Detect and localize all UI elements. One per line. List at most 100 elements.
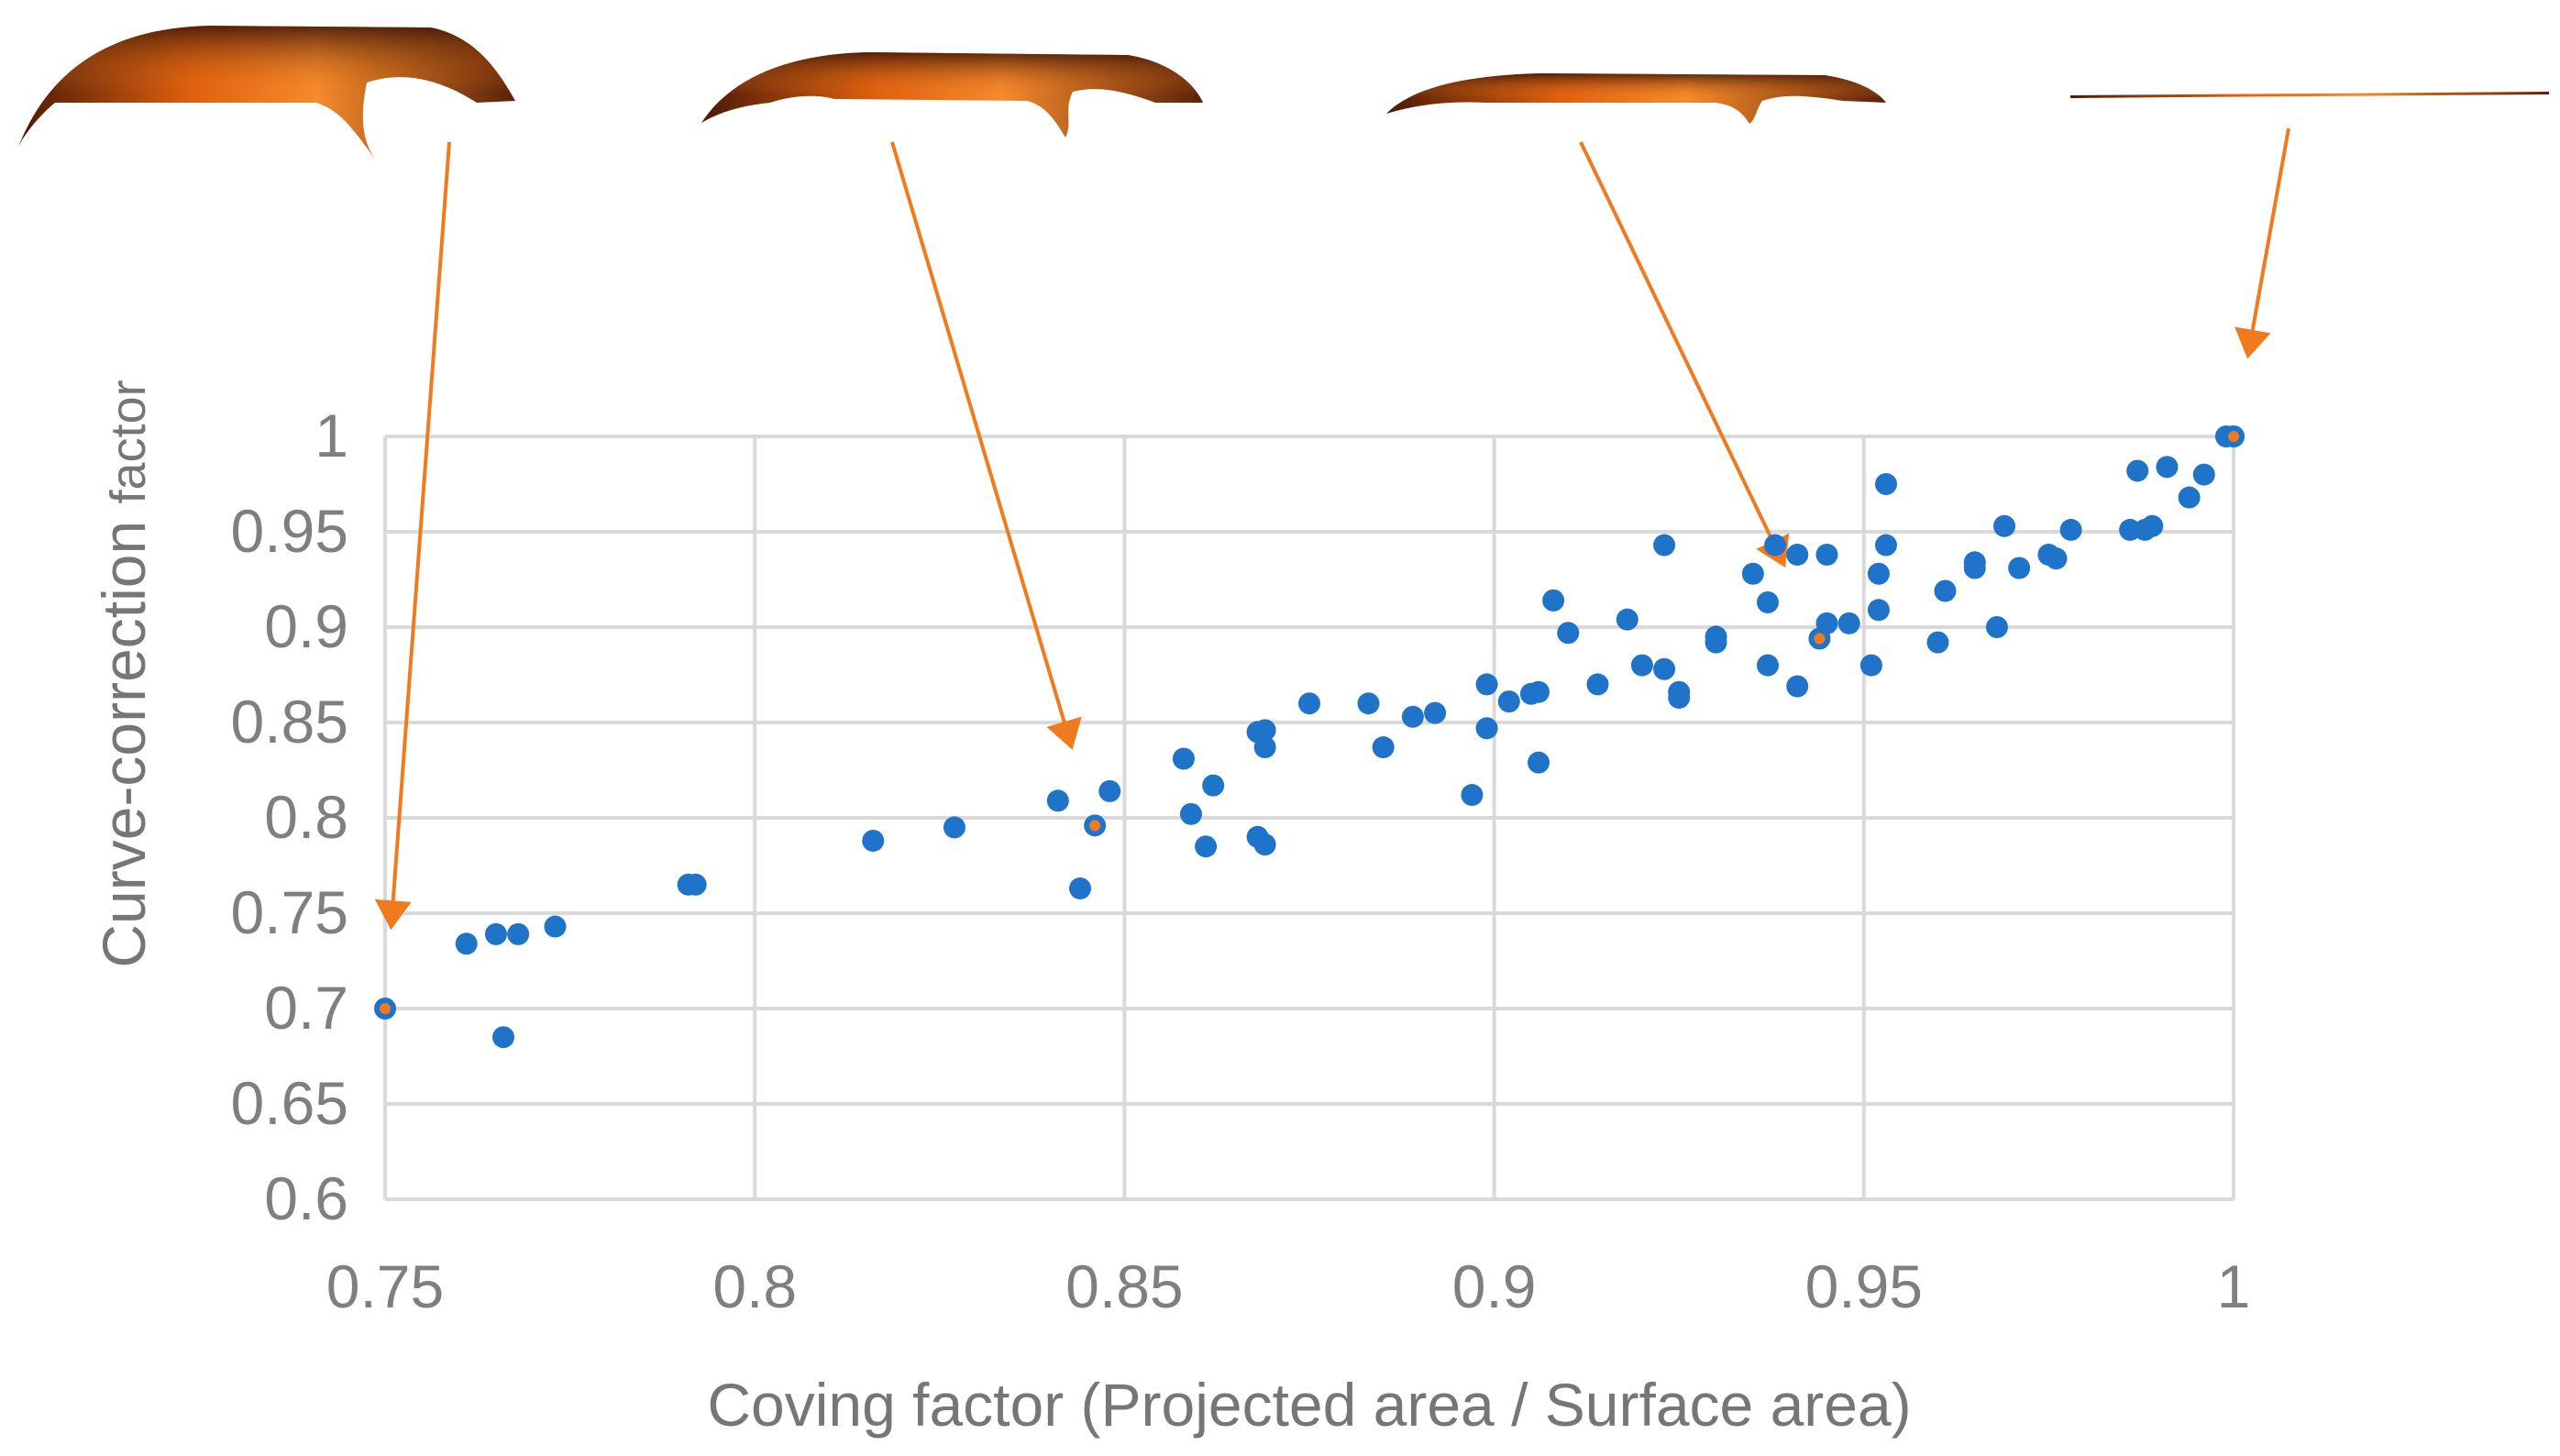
data-point — [1253, 719, 1276, 742]
data-point — [1668, 680, 1691, 703]
y-tick-label: 1 — [314, 402, 348, 469]
highlighted-point-core — [2228, 431, 2239, 442]
data-point — [1253, 736, 1276, 759]
grid — [383, 435, 2235, 1201]
data-point — [1557, 622, 1580, 645]
y-tick-label: 0.8 — [264, 783, 348, 851]
x-tick-label: 0.8 — [712, 1252, 797, 1320]
x-tick-label: 0.95 — [1805, 1252, 1923, 1320]
x-axis: 0.75 0.8 0.85 0.9 0.95 1 — [326, 1252, 2251, 1320]
data-point — [1815, 543, 1838, 566]
data-point — [544, 915, 567, 938]
data-point — [1179, 802, 1202, 825]
data-point — [1786, 543, 1809, 566]
data-point — [1867, 599, 1890, 622]
data-point — [1401, 705, 1424, 728]
data-point — [2126, 459, 2149, 482]
annotation-arrow — [1579, 141, 1790, 568]
data-point — [1372, 736, 1395, 759]
data-point — [1867, 562, 1890, 585]
data-point — [1764, 534, 1787, 557]
data-point — [1653, 534, 1676, 557]
data-point — [684, 873, 707, 896]
data-point — [1586, 673, 1609, 696]
data-point — [1542, 589, 1565, 612]
y-axis-title-main: Curve-correction — [90, 503, 158, 967]
y-tick-label: 0.75 — [231, 878, 348, 946]
data-point — [1461, 784, 1484, 807]
data-point — [862, 829, 885, 852]
data-point — [1859, 654, 1882, 677]
data-point — [1527, 680, 1550, 703]
data-point — [1837, 612, 1860, 634]
data-point — [1046, 789, 1069, 812]
data-point — [1874, 534, 1897, 557]
data-point — [1653, 657, 1676, 680]
data-point — [1963, 551, 1986, 574]
data-point — [2156, 456, 2179, 479]
y-tick-label: 0.6 — [264, 1164, 348, 1232]
data-point — [2192, 463, 2215, 486]
highlighted-point-core — [1814, 633, 1826, 645]
annotation-arrow — [890, 141, 1082, 750]
data-point — [2045, 547, 2068, 570]
annotation-arrows — [374, 127, 2290, 931]
data-point — [2178, 486, 2201, 509]
x-tick-label: 0.9 — [1452, 1252, 1537, 1320]
data-point — [1098, 779, 1121, 802]
data-point — [1298, 692, 1320, 715]
data-point — [1985, 616, 2008, 638]
data-point — [943, 816, 966, 839]
surface-example-2-image — [701, 52, 1203, 138]
x-tick-label: 0.85 — [1065, 1252, 1183, 1320]
data-point — [2008, 557, 2031, 579]
data-point — [1195, 835, 1218, 858]
data-point — [1993, 514, 2016, 537]
data-point — [1202, 774, 1225, 797]
y-tick-label: 0.9 — [264, 592, 348, 660]
data-point — [1497, 690, 1520, 713]
y-tick-label: 0.95 — [231, 497, 348, 565]
y-tick-label: 0.7 — [264, 974, 348, 1042]
annotation-arrow — [374, 141, 451, 931]
data-point — [1616, 608, 1639, 631]
data-point — [2141, 514, 2164, 537]
highlighted-point-core — [380, 1003, 391, 1014]
data-point — [1424, 701, 1447, 724]
data-point — [455, 932, 478, 955]
data-point — [1786, 675, 1809, 698]
data-point — [1926, 631, 1949, 654]
y-tick-label: 0.65 — [231, 1069, 348, 1137]
data-point — [1630, 654, 1653, 677]
data-point — [1741, 562, 1764, 585]
data-point — [1253, 833, 1276, 856]
data-point — [2059, 518, 2082, 541]
highlighted-point-core — [1089, 820, 1101, 832]
data-points — [374, 425, 2245, 1049]
data-point — [1069, 877, 1092, 899]
data-point — [1756, 590, 1779, 613]
data-point — [1874, 473, 1897, 495]
annotation-arrow — [2234, 127, 2290, 359]
y-axis-title: Curve-correction factor — [90, 380, 158, 967]
data-point — [1172, 747, 1195, 770]
data-point — [484, 922, 507, 945]
data-point — [1934, 579, 1957, 602]
x-tick-label: 1 — [2217, 1252, 2251, 1320]
data-point — [1357, 692, 1380, 715]
surface-example-3-image — [1386, 73, 1886, 124]
x-tick-label: 0.75 — [326, 1252, 444, 1320]
data-point — [1475, 717, 1498, 740]
data-point — [507, 922, 530, 945]
y-tick-label: 0.85 — [231, 688, 348, 756]
data-point — [1527, 751, 1550, 774]
data-point — [1756, 654, 1779, 677]
data-point — [1475, 673, 1498, 696]
surface-example-4-image — [2070, 92, 2549, 98]
surface-example-1-image — [18, 26, 515, 160]
data-point — [1705, 625, 1727, 648]
x-axis-title: Coving factor (Projected area / Surface … — [707, 1371, 1911, 1439]
data-point — [492, 1026, 515, 1049]
y-axis-title-small: factor — [101, 380, 156, 503]
